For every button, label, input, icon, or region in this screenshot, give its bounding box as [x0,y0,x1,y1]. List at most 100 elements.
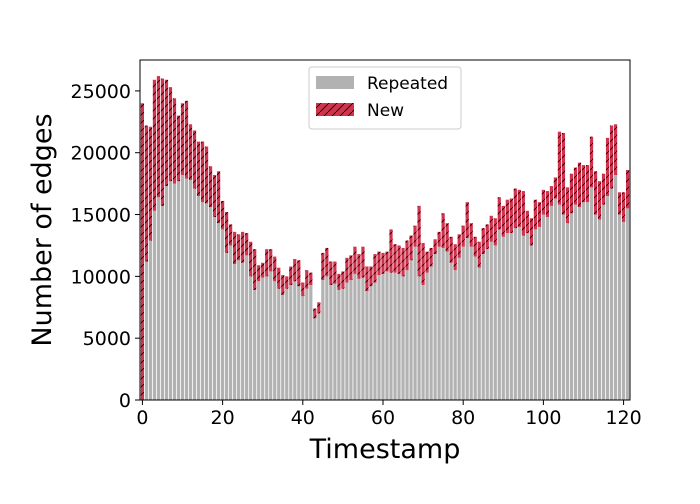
bar-new [168,87,173,182]
bar-repeated [160,205,165,400]
bar-new [545,191,550,218]
bar-new [589,136,594,188]
bar-repeated [176,181,181,400]
bar-new [241,231,245,263]
bar-new [521,191,525,236]
x-axis-label: Timestamp [309,434,461,465]
bar-new [449,236,453,263]
bar-new [473,236,477,257]
bar-new [573,167,578,205]
bar-new [593,171,598,215]
bar-new [196,141,201,196]
bar-repeated [225,252,229,400]
y-tick-label: 15000 [71,205,131,227]
bar-repeated [617,214,622,400]
bar-new [525,210,529,234]
bar-new [377,251,381,276]
bar-new [345,257,349,283]
bar-repeated [597,219,602,400]
bar-new [405,240,409,271]
bar-new [625,170,630,209]
bar-new [229,224,233,246]
bar-new [477,241,481,268]
bars-layer [140,76,630,400]
bar-repeated [301,296,305,400]
bar-new [445,223,449,252]
legend: Repeated New [308,66,462,130]
bar-new [597,181,602,220]
y-tick-label: 5000 [83,328,131,350]
bar-repeated [405,270,409,400]
bar-new [337,273,341,290]
bar-repeated [148,240,153,400]
bar-repeated [609,188,614,400]
y-axis-label: Number of edges [27,113,58,346]
bar-new [433,239,437,255]
bar-repeated [441,247,445,400]
bar-new [565,187,570,224]
bar-repeated [445,251,449,400]
bar-repeated [537,226,541,400]
bar-repeated [429,266,433,400]
bar-repeated [204,203,209,400]
bar-new [144,125,149,262]
bar-repeated [433,254,437,400]
bar-new [609,125,614,189]
bar-repeated [401,276,405,400]
bar-repeated [305,288,309,400]
legend-swatch-repeated [316,76,354,89]
bar-repeated [469,246,473,400]
bar-repeated [481,254,485,400]
bar-new [493,218,497,246]
bar-repeated [229,245,233,400]
bar-repeated [293,281,297,400]
bar-new [549,186,554,206]
bar-new [437,231,441,247]
bar-new [245,233,249,256]
bar-new [557,131,562,205]
bar-repeated [453,270,457,400]
bar-new [421,242,425,286]
bar-new [321,252,325,281]
bar-repeated [249,276,253,400]
bar-new [461,225,465,247]
bar-repeated [373,282,377,400]
bar-new [305,270,309,289]
bar-new [265,249,269,277]
bar-repeated [257,281,261,400]
bar-repeated [409,260,413,400]
bar-new [156,76,161,198]
bar-repeated [245,255,249,400]
bar-new [152,79,157,211]
bar-repeated [321,280,325,400]
bar-repeated [477,267,481,400]
bar-new [180,103,185,175]
bar-repeated [565,223,570,400]
bar-repeated [261,277,265,400]
x-tick-label: 20 [211,407,235,429]
bar-new [385,251,389,272]
bar-repeated [589,187,594,400]
bar-new [293,259,297,282]
bar-new [441,213,445,248]
bar-new [485,224,489,250]
bar-new [489,215,493,242]
bar-repeated [220,229,225,400]
bar-new [200,141,205,203]
bar-new [220,200,225,230]
bar-repeated [509,233,513,400]
bar-repeated [212,217,217,400]
bar-repeated [381,273,385,400]
bar-new [281,275,285,295]
bar-repeated [349,280,353,400]
bar-new [285,276,289,289]
bar-repeated [529,245,533,400]
bar-new [233,231,237,264]
bar-repeated [285,288,289,400]
bar-repeated [425,272,429,400]
bar-new [365,266,369,292]
bar-repeated [393,272,397,400]
bar-repeated [325,276,329,400]
x-tick-label: 100 [525,407,561,429]
bar-new [613,124,618,175]
